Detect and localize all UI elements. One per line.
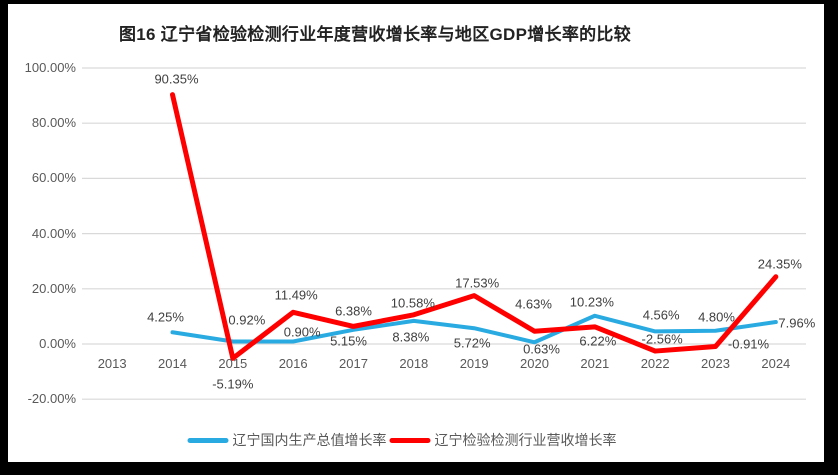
data-label: 10.23% bbox=[569, 294, 614, 310]
data-label: 0.92% bbox=[228, 312, 266, 328]
x-axis-category-label: 2018 bbox=[399, 356, 429, 371]
data-label: 6.22% bbox=[579, 333, 617, 349]
data-label: 10.58% bbox=[390, 295, 435, 311]
data-label: 4.25% bbox=[147, 309, 184, 325]
x-axis-category-label: 2016 bbox=[278, 356, 308, 371]
x-axis-category-label: 2023 bbox=[701, 356, 730, 371]
y-axis-tick-label: -20.00% bbox=[27, 391, 76, 407]
y-axis-tick-label: 80.00% bbox=[31, 115, 76, 131]
data-label: 7.96% bbox=[778, 315, 816, 331]
data-label: -2.56% bbox=[641, 331, 683, 347]
legend-line-swatch bbox=[187, 437, 229, 443]
legend-item-0: 辽宁国内生产总值增长率 bbox=[187, 430, 387, 450]
chart-title: 图16 辽宁省检验检测行业年度营收增长率与地区GDP增长率的比较 bbox=[118, 25, 632, 44]
data-label: 5.72% bbox=[453, 335, 491, 351]
data-label: 24.35% bbox=[757, 256, 802, 272]
x-axis-category-label: 2015 bbox=[218, 356, 248, 371]
x-axis-category-label: 2019 bbox=[459, 356, 489, 371]
x-axis-category-label: 2020 bbox=[520, 356, 549, 371]
data-label: 90.35% bbox=[154, 71, 199, 87]
y-axis-tick-label: 0.00% bbox=[39, 336, 76, 351]
y-axis-tick-label: 40.00% bbox=[31, 225, 76, 241]
x-axis-category-label: 2014 bbox=[158, 356, 187, 371]
x-axis-category-label: 2017 bbox=[339, 356, 368, 371]
data-label: 4.56% bbox=[642, 307, 680, 323]
series-line-1 bbox=[170, 92, 779, 361]
data-label: -5.19% bbox=[212, 376, 254, 392]
y-axis-tick-label: 60.00% bbox=[31, 170, 76, 186]
x-axis-category-label: 2021 bbox=[580, 356, 610, 371]
legend-item-1: 辽宁检验检测行业营收增长率 bbox=[389, 430, 617, 450]
y-axis-tick-label: 100.00% bbox=[24, 60, 76, 75]
data-label: 11.49% bbox=[274, 287, 318, 303]
x-axis-category-label: 2022 bbox=[640, 356, 670, 371]
y-axis-tick-label: 20.00% bbox=[31, 280, 76, 296]
data-label: 17.53% bbox=[455, 275, 500, 291]
legend: 辽宁国内生产总值增长率 辽宁检验检测行业营收增长率 bbox=[187, 430, 617, 450]
x-axis-category-label: 2024 bbox=[761, 356, 791, 371]
data-label: 4.63% bbox=[515, 296, 552, 312]
data-label: -0.91% bbox=[727, 336, 770, 351]
data-label: 6.38% bbox=[335, 303, 372, 319]
data-label: 4.80% bbox=[698, 309, 735, 325]
legend-label: 辽宁检验检测行业营收增长率 bbox=[434, 432, 617, 448]
legend-line-swatch bbox=[389, 437, 431, 443]
data-label: 0.90% bbox=[283, 324, 321, 340]
series-line-0 bbox=[170, 313, 778, 345]
data-label: 5.15% bbox=[330, 333, 367, 349]
data-label: 8.38% bbox=[392, 329, 430, 345]
x-axis-category-label: 2013 bbox=[97, 356, 127, 371]
legend-label: 辽宁国内生产总值增长率 bbox=[232, 432, 387, 448]
data-label: 0.63% bbox=[523, 341, 560, 357]
